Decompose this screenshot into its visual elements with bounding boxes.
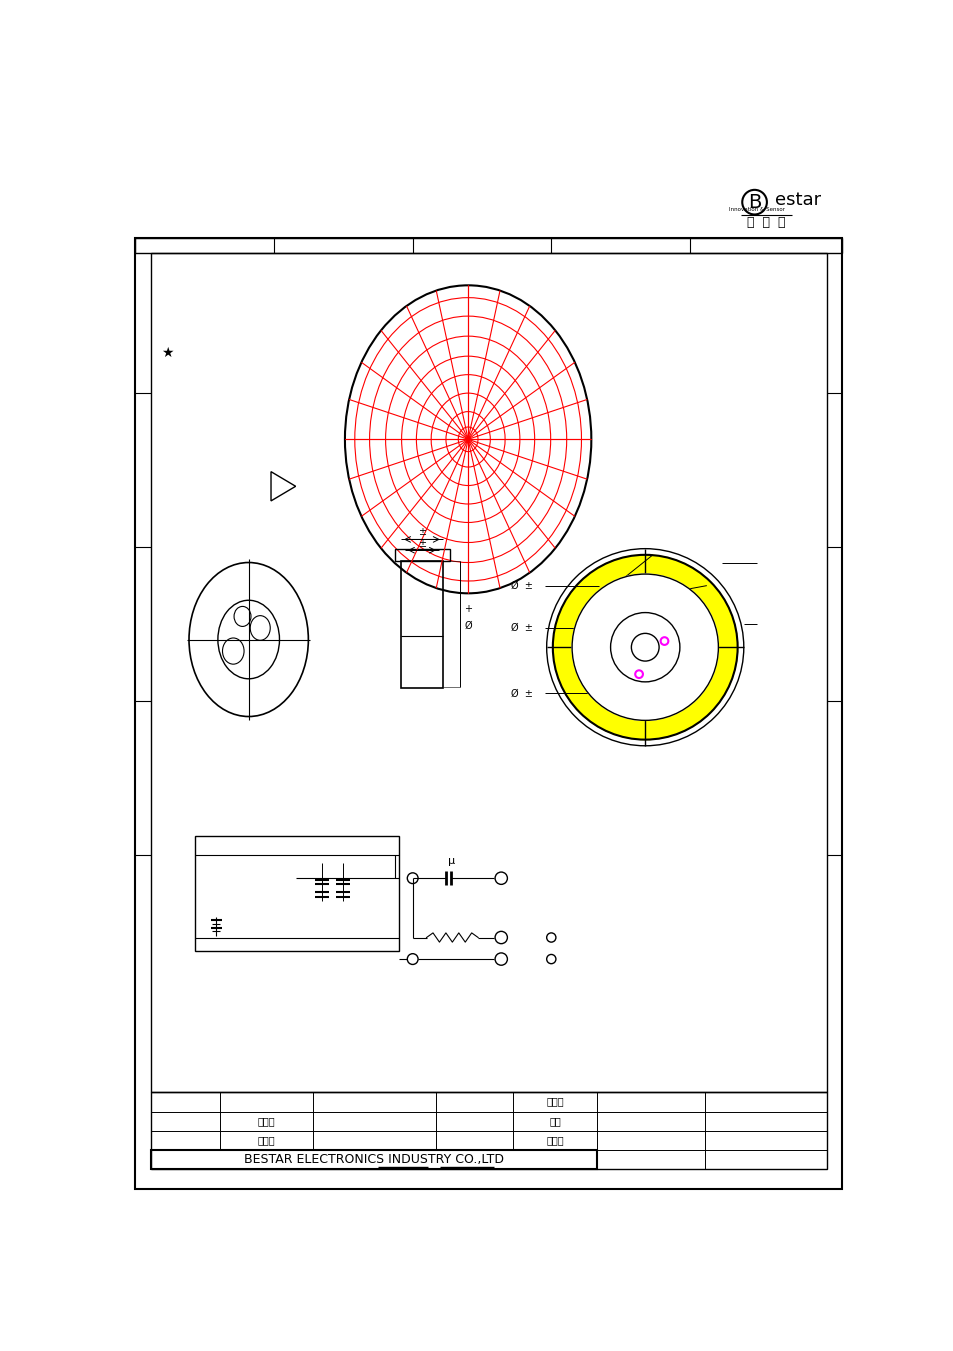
Bar [151,1150,597,1169]
Text: B: B [747,193,760,212]
Text: Ø: Ø [464,620,472,631]
Circle shape [552,555,737,739]
Text: +: + [464,604,472,613]
Bar [135,238,841,253]
Text: BESTAR ELECTRONICS INDUSTRY CO.,LTD: BESTAR ELECTRONICS INDUSTRY CO.,LTD [244,1152,504,1166]
Text: Ø  ±: Ø ± [511,581,533,590]
Bar [151,1092,826,1169]
Circle shape [572,574,718,720]
Text: Ø  ±: Ø ± [511,689,533,698]
Text: Innovation & Sensor: Innovation & Sensor [728,207,784,212]
Text: ±: ± [417,527,425,538]
Text: estar: estar [774,190,820,209]
Bar [151,253,826,1092]
Bar [395,549,449,561]
Text: 张秀琴: 张秀琴 [546,1135,563,1146]
Text: 贝  士  道: 贝 士 道 [746,216,784,230]
Text: μ: μ [447,857,455,866]
Text: ★: ★ [161,346,173,361]
Bar [400,561,443,688]
Text: 王丽妨: 王丽妨 [257,1135,274,1146]
Text: ±: ± [417,539,425,549]
Text: 王焰焰: 王焰焰 [257,1116,274,1125]
Bar [194,836,398,951]
Text: 王焰焰: 王焰焰 [546,1097,563,1106]
Text: Ø  ±: Ø ± [511,623,533,634]
Text: 徐波: 徐波 [549,1116,560,1125]
